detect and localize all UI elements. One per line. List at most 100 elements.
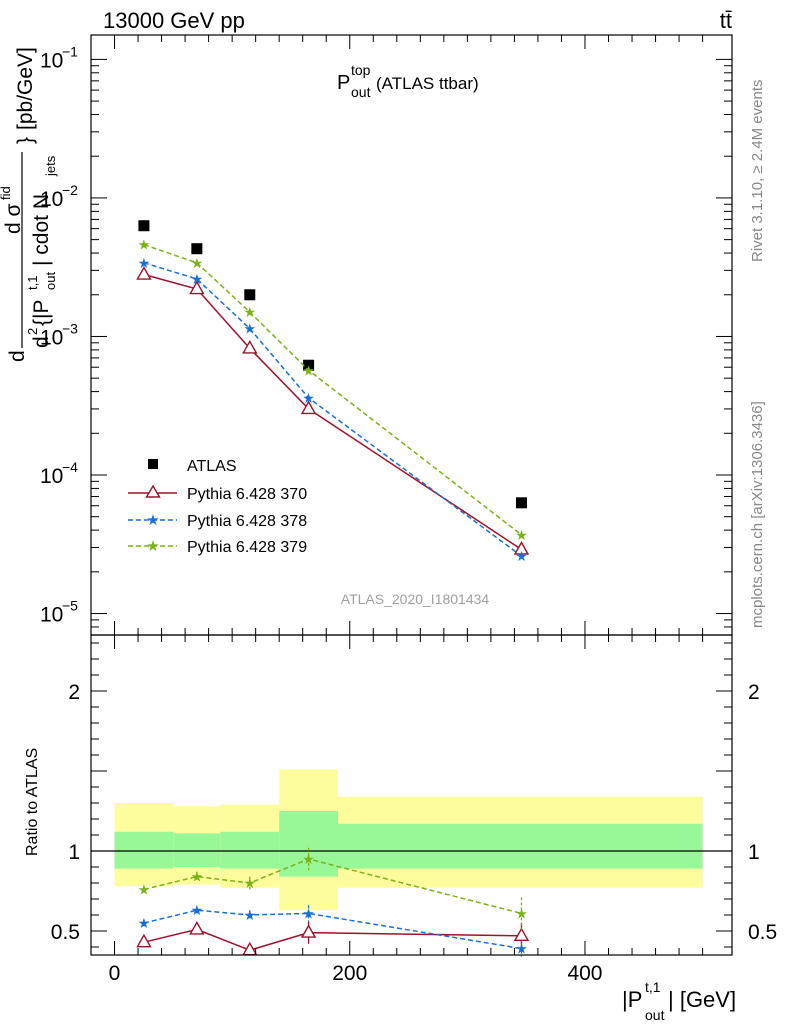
main-ytick-label-0: 10 (40, 604, 63, 627)
ratio-ytick-label-right-2: 2 (748, 681, 760, 704)
ratio-point-1-1: ★ (191, 902, 204, 918)
main-point-3-3: ★ (302, 362, 315, 378)
main-point-2-3: ★ (302, 390, 315, 406)
main-series-line-3 (143, 243, 522, 536)
ratio-axis-ticks: 0 200 400 0.5 0.5 1 1 2 2 (51, 635, 777, 985)
main-point-1-4 (513, 541, 530, 555)
ratio-point-0-0 (136, 933, 152, 948)
main-ytick-label-2: 10 (40, 326, 63, 349)
main-point-0-0 (138, 220, 150, 232)
title-sub: out (351, 84, 371, 100)
main-point-3-1: ★ (191, 255, 204, 271)
ratio-point-2-1: ★ (191, 869, 204, 885)
ratio-ytick-label-right-1: 1 (748, 841, 760, 864)
title-sup: top (351, 62, 371, 78)
main-ytick-exp-3: −2 (62, 182, 78, 198)
main-series-line-1 (143, 273, 522, 551)
ratio-ytick-label-left-1: 1 (68, 841, 80, 864)
plot-title: P top out (ATLAS ttbar) (337, 62, 479, 100)
ylabel-den-rest: {|P (30, 300, 53, 326)
legend-label-370: Pythia 6.428 370 (187, 486, 307, 503)
main-point-0-3 (303, 359, 315, 371)
main-point-2-2: ★ (243, 321, 256, 337)
ylabel-den-sub: out (43, 272, 58, 290)
main-point-0-2 (244, 289, 256, 301)
ratio-point-2-3: ★ (302, 851, 315, 867)
ylabel-units: [pb/GeV] (14, 47, 37, 130)
ratio-point-1-4: ★ (515, 941, 528, 957)
main-ytick-exp-2: −3 (62, 320, 78, 336)
main-ytick-exp-1: −4 (62, 459, 78, 475)
ratio-point-0-3 (300, 924, 317, 938)
ratio-ytick-label-left-0: 0.5 (51, 921, 80, 944)
main-ytick-exp-4: −1 (62, 43, 78, 59)
ratio-band-green-0 (114, 831, 174, 869)
analysis-watermark: ATLAS_2020_I1801434 (341, 591, 490, 607)
main-series-line-2 (143, 262, 522, 557)
main-point-2-1: ★ (191, 271, 204, 287)
ratio-point-1-0: ★ (138, 915, 151, 931)
legend-marker-370 (145, 484, 161, 498)
ylabel-den-sup: t,1 (25, 276, 40, 290)
main-axis-ticks: 10−510−410−310−210−1 (40, 35, 732, 636)
main-point-1-2 (242, 339, 258, 354)
xtick-label-2: 400 (567, 962, 602, 985)
main-point-3-4: ★ (515, 527, 528, 543)
ratio-panel: ★ ★ ★ ★ ★ ★ ★ ★ ★ ★ 0 200 400 0.5 0.5 1 1 2 2 Ratio to AT… (24, 634, 777, 1023)
legend: ATLAS Pythia 6.428 370 ★ Pythia 6.428 37… (128, 458, 307, 556)
process-label: tt̄ (720, 8, 732, 33)
ratio-point-0-4 (513, 927, 530, 941)
legend-label-atlas: ATLAS (187, 458, 237, 475)
legend-marker-379: ★ (146, 538, 159, 555)
title-suffix: (ATLAS ttbar) (376, 74, 479, 93)
main-point-1-1 (189, 280, 205, 295)
xtick-label-1: 200 (332, 962, 367, 985)
ratio-frame (90, 634, 733, 956)
xlabel-tail: | [GeV] (668, 987, 736, 1012)
ratio-uncertainty-bands (114, 769, 703, 911)
main-ytick-label-4: 10 (40, 49, 63, 72)
legend-label-379: Pythia 6.428 379 (187, 539, 307, 556)
ratio-band-green-1 (173, 833, 221, 867)
main-ytick-exp-0: −5 (62, 598, 78, 614)
main-point-2-4: ★ (515, 548, 528, 564)
ratio-point-2-0: ★ (138, 881, 151, 897)
legend-marker-378: ★ (146, 512, 159, 529)
ylabel-sigma-sup: fid (0, 186, 13, 200)
title-main: P (337, 72, 350, 94)
ratio-point-0-1 (189, 920, 205, 935)
main-point-3-0: ★ (138, 237, 151, 253)
ratio-point-1-2: ★ (243, 907, 256, 923)
ylabel-sigma: d σ (2, 203, 25, 234)
main-point-3-2: ★ (243, 304, 256, 320)
ylabel-den-tail-sub: jets (43, 155, 58, 177)
x-axis-label: |P t,1 out | [GeV] (622, 979, 736, 1023)
ratio-series-line-1 (143, 909, 522, 950)
xlabel-sub: out (645, 1007, 665, 1023)
mcplots-label: mcplots.cern.ch [arXiv:1306.3436] (749, 401, 766, 628)
ratio-ytick-label-right-0: 0.5 (748, 921, 777, 944)
ylabel-d-prefix: d (6, 350, 29, 362)
xlabel-sup: t,1 (645, 979, 661, 995)
ratio-marks: ★ ★ ★ ★ ★ ★ ★ ★ ★ ★ (136, 847, 530, 957)
ratio-band-green-4 (337, 823, 703, 869)
ylabel-den-tail: | cdot N (30, 194, 53, 266)
ratio-point-2-2: ★ (243, 875, 256, 891)
ratio-ytick-label-left-2: 2 (68, 681, 80, 704)
ylabel-bracket: } (14, 137, 37, 144)
main-point-0-1 (191, 243, 203, 255)
main-point-1-3 (300, 400, 317, 415)
rivet-version-label: Rivet 3.1.10, ≥ 2.4M events (749, 80, 766, 263)
energy-label: 13000 GeV pp (103, 8, 245, 33)
ylabel-den-d: d (30, 336, 53, 348)
main-ytick-label-1: 10 (40, 465, 63, 488)
xtick-label-0: 0 (109, 962, 121, 985)
main-point-2-0: ★ (138, 255, 151, 271)
xlabel-main: |P (622, 987, 642, 1012)
main-point-1-0 (136, 266, 152, 280)
legend-label-378: Pythia 6.428 378 (187, 513, 307, 530)
ratio-y-axis-label: Ratio to ATLAS (24, 748, 41, 856)
main-y-axis-label: d d σ fid d 2 {|P t,1 out | cdot N jets … (0, 47, 58, 362)
main-marks: ★★★★★★★★★★ (136, 220, 530, 564)
ylabel-den-exp: 2 (25, 328, 40, 335)
